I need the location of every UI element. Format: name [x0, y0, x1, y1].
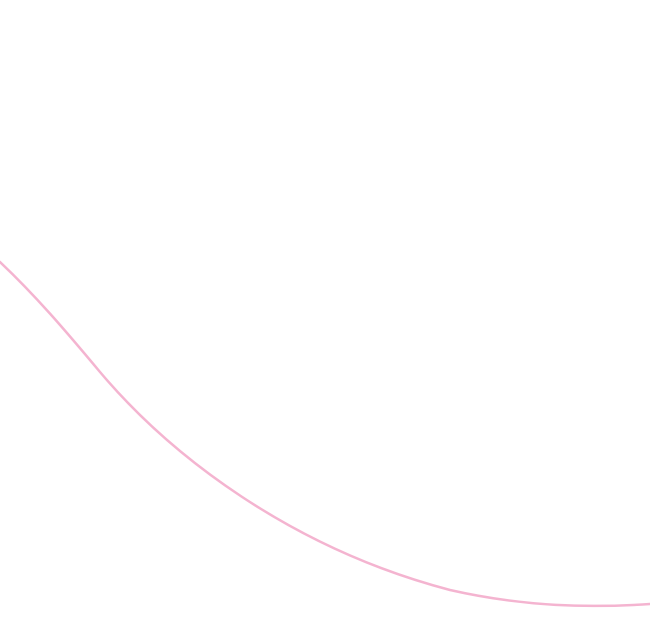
decorative-curve	[0, 260, 650, 608]
